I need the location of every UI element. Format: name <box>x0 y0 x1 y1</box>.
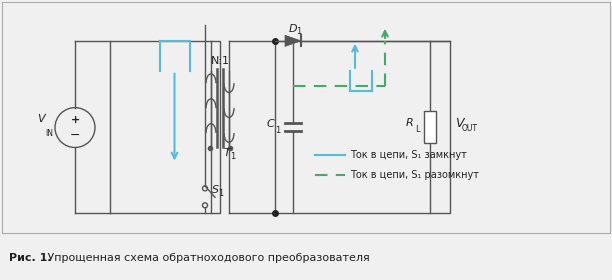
Text: Упрощенная схема обратноходового преобразователя: Упрощенная схема обратноходового преобра… <box>44 253 370 263</box>
Text: V: V <box>37 114 45 123</box>
Text: Рис. 1.: Рис. 1. <box>9 253 52 263</box>
Text: 1: 1 <box>296 27 301 36</box>
Text: IN: IN <box>45 129 53 137</box>
Text: +: + <box>70 115 80 125</box>
Text: S: S <box>212 185 219 195</box>
Text: −: − <box>70 129 80 142</box>
Polygon shape <box>285 35 301 46</box>
Text: C: C <box>266 119 274 129</box>
Text: 1: 1 <box>218 189 223 198</box>
Text: 1: 1 <box>230 152 235 161</box>
Text: R: R <box>406 118 414 128</box>
Bar <box>424 111 436 143</box>
Text: D: D <box>289 24 297 34</box>
Text: V: V <box>455 116 463 130</box>
Text: N:1: N:1 <box>211 56 230 66</box>
Text: Ток в цепи, S₁ разомкнут: Ток в цепи, S₁ разомкнут <box>350 171 479 180</box>
Text: 1: 1 <box>275 125 281 135</box>
Text: OUT: OUT <box>462 123 478 132</box>
Text: Ток в цепи, S₁ замкнут: Ток в цепи, S₁ замкнут <box>350 150 467 160</box>
Text: L: L <box>415 125 419 134</box>
Text: T: T <box>224 148 231 158</box>
